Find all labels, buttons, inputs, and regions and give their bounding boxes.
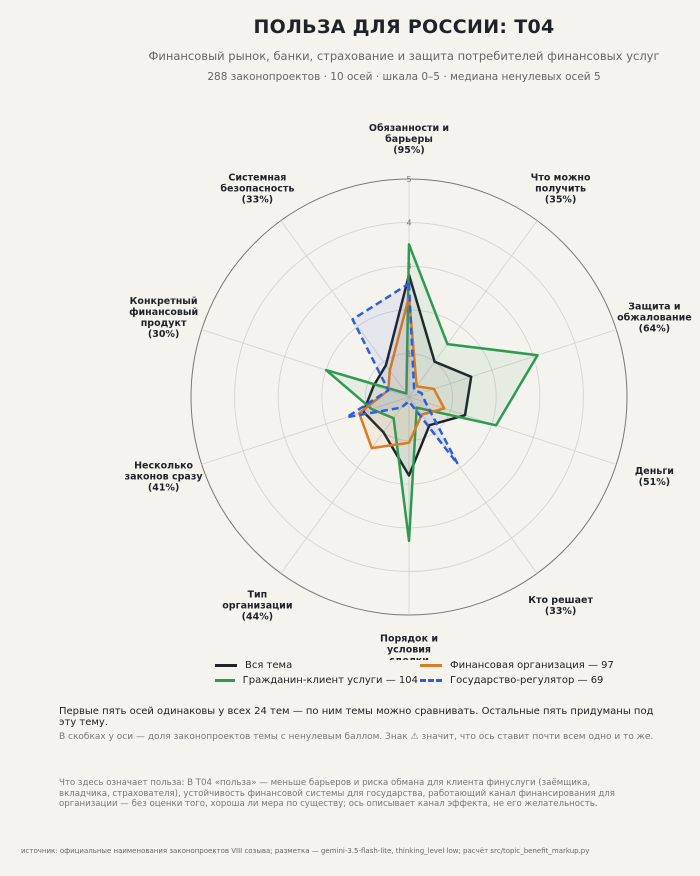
axis-label: Системная безопасность (33%) [220,172,294,205]
tick-label: 5 [406,175,411,184]
series-polygon [357,295,446,450]
source-footnote: источник: официальные наименования закон… [21,847,590,855]
legend-item-whole-topic: Вся тема [215,660,418,671]
axis-label: Конкретный финансовый продукт (30%) [129,296,198,340]
axis-label: Несколько законов сразу (41%) [125,461,204,494]
grid-spoke [280,220,410,398]
grid-spoke [280,396,410,574]
legend-label: Государство-регулятор — 69 [450,675,604,686]
legend-label: Гражданин-клиент услуги — 104 [242,675,418,686]
grid-spoke [408,329,617,398]
axis-label: Деньги (51%) [635,466,674,488]
note-share-explanation: В скобках у оси — доля законопроектов те… [59,732,654,742]
series-polygon [345,282,459,466]
legend-swatch [420,679,442,682]
chart-title: ПОЛЬЗА ДЛЯ РОССИИ: Т04 [253,16,555,38]
axis-label: Тип организации (44%) [222,590,292,623]
tick-label: 1 [406,349,411,358]
axis-label: Что можно получить (35%) [531,172,591,205]
legend-item-financial-org: Финансовая организация — 97 [420,660,630,671]
series-polygon [324,243,539,543]
legend-swatch [215,679,235,682]
note-axes-comparison: Первые пять осей одинаковы у всех 24 тем… [59,706,654,728]
legend-item-citizen-client: Гражданин-клиент услуги — 104 [215,675,418,686]
legend-item-state-regulator: Государство-регулятор — 69 [420,675,630,686]
chart-subtitle: Финансовый рынок, банки, страхование и з… [148,49,660,63]
axis-label: Защита и обжалование (64%) [617,301,692,334]
grid-spoke [201,396,410,465]
axis-label: Кто решает (33%) [528,595,593,617]
series-polygon [362,273,473,477]
tick-label: 4 [406,219,411,228]
grid-spoke [408,220,538,398]
legend-label: Вся тема [245,660,293,671]
chart-meta: 288 законопроектов · 10 осей · шкала 0–5… [207,71,601,83]
axis-label: Порядок иусловиясделки(60%) [380,634,438,661]
legend-swatch [420,664,442,667]
legend-label: Финансовая организация — 97 [450,660,614,671]
legend: Вся тема Финансовая организация — 97 Гра… [215,660,635,686]
legend-swatch [215,664,237,667]
note-benefit-definition: Что здесь означает польза: В Т04 «польза… [59,778,615,810]
axis-label: Обязанности и барьеры (95%) [369,123,449,156]
